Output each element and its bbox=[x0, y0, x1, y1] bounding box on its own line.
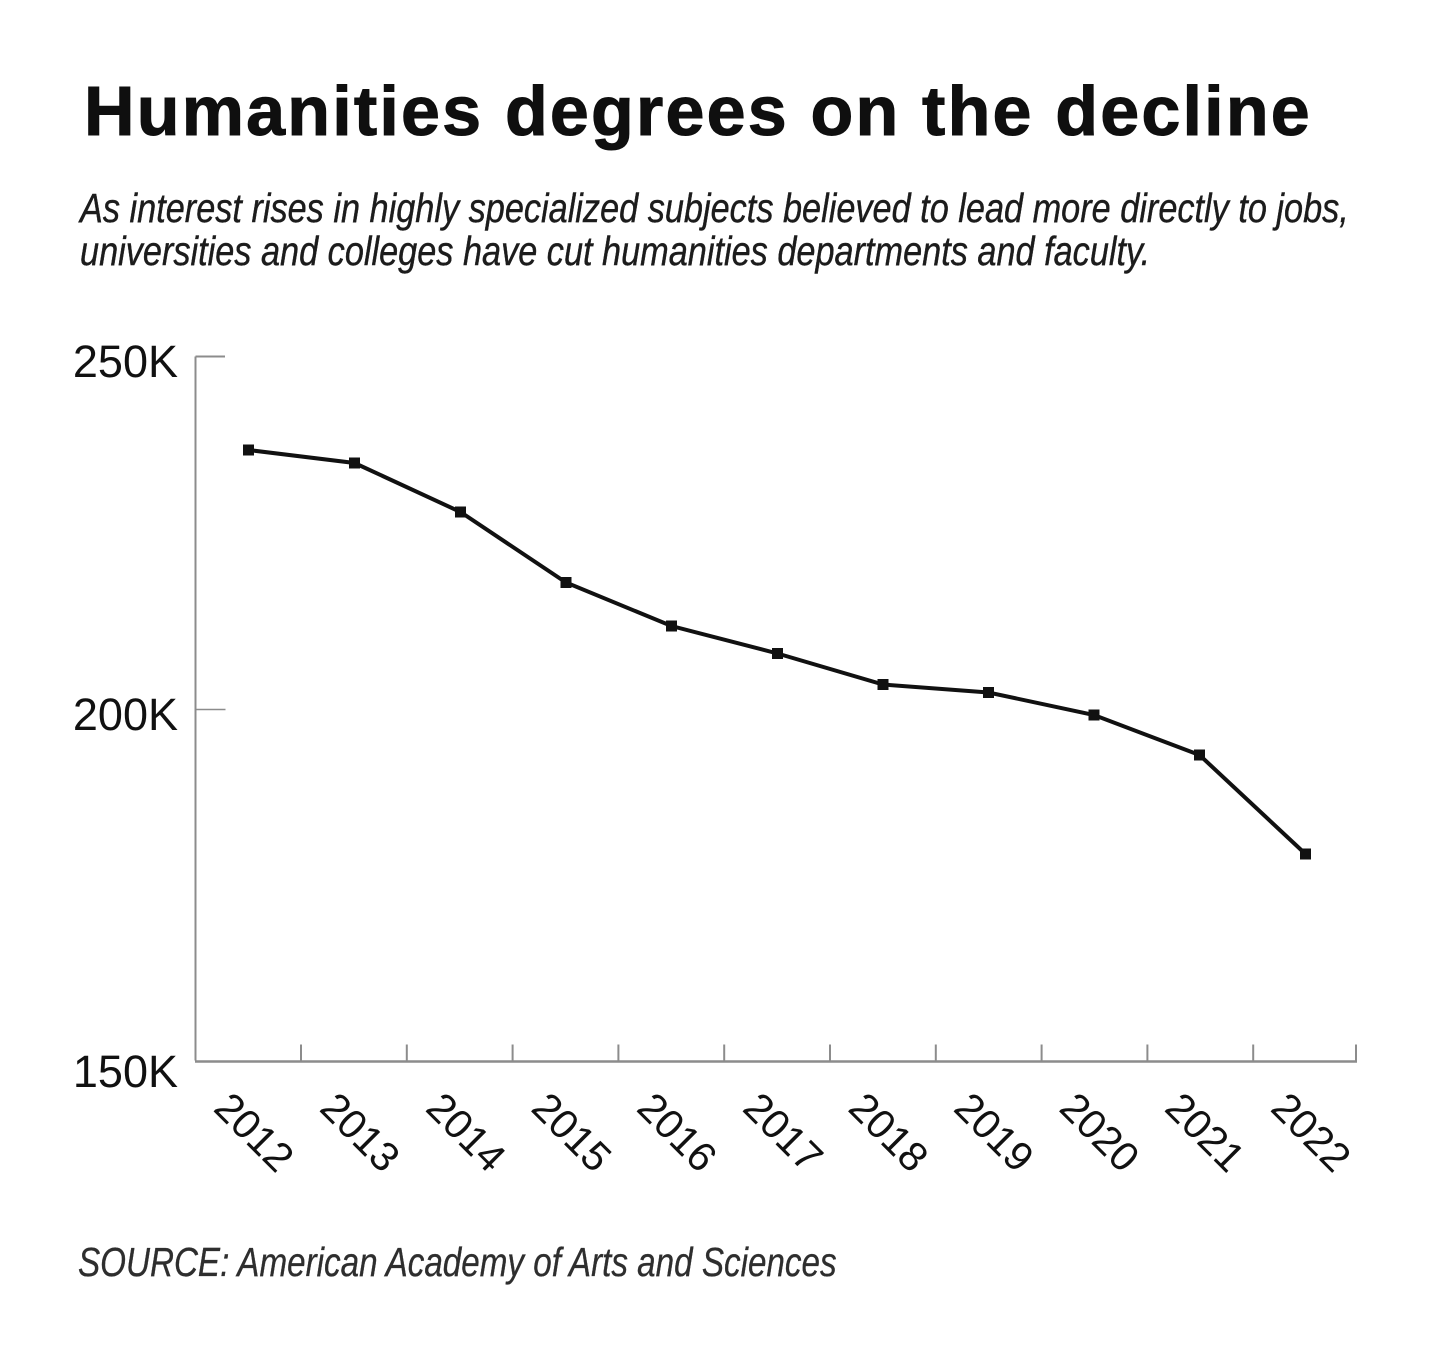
svg-text:2020: 2020 bbox=[1051, 1084, 1148, 1181]
svg-text:2013: 2013 bbox=[312, 1084, 409, 1181]
svg-text:2014: 2014 bbox=[418, 1084, 515, 1181]
svg-text:2016: 2016 bbox=[629, 1084, 726, 1181]
svg-text:2022: 2022 bbox=[1263, 1084, 1360, 1181]
svg-text:200K: 200K bbox=[73, 689, 178, 740]
svg-text:2019: 2019 bbox=[946, 1084, 1043, 1181]
svg-text:2015: 2015 bbox=[523, 1084, 620, 1181]
svg-text:250K: 250K bbox=[73, 336, 178, 387]
svg-text:2021: 2021 bbox=[1157, 1084, 1254, 1181]
svg-text:150K: 150K bbox=[73, 1046, 178, 1097]
svg-text:2017: 2017 bbox=[735, 1084, 832, 1181]
svg-text:2012: 2012 bbox=[206, 1084, 303, 1181]
svg-text:2018: 2018 bbox=[840, 1084, 937, 1181]
